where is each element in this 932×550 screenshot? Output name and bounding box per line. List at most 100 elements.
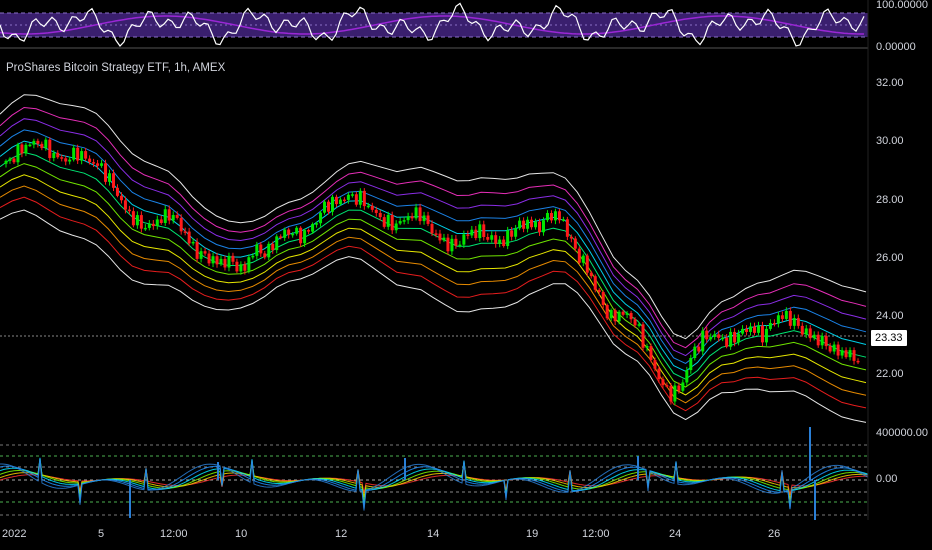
candle-body — [52, 152, 56, 159]
candle-body — [319, 212, 323, 224]
price-axis-label-32: 32.00 — [876, 77, 904, 89]
candle-body — [601, 292, 605, 305]
candle-body — [211, 256, 215, 264]
ribbon-band-7 — [0, 129, 867, 364]
candle-body — [88, 158, 92, 163]
ribbon-band-8 — [0, 118, 867, 357]
candle-body — [207, 253, 211, 264]
candle-body — [111, 173, 115, 188]
candle-body — [518, 220, 522, 229]
candle-body — [585, 255, 589, 273]
candle-body — [796, 318, 800, 326]
candle-body — [311, 224, 315, 232]
candle-body — [609, 310, 613, 319]
candle-body — [581, 255, 585, 263]
candle-body — [267, 243, 271, 258]
candle-body — [374, 209, 378, 213]
candle-body — [832, 344, 836, 352]
candle-body — [119, 195, 123, 201]
candle-body — [772, 323, 776, 325]
candle-body — [4, 160, 8, 164]
candle-body — [780, 315, 784, 319]
candle-body — [792, 318, 796, 326]
candle-body — [494, 235, 498, 244]
candle-body — [378, 212, 382, 218]
candle-body — [506, 230, 510, 247]
candle-body — [20, 144, 24, 154]
candle-body — [573, 238, 577, 249]
candle-body — [442, 237, 446, 241]
candle-body — [661, 379, 665, 386]
price-axis-label-30: 30.00 — [876, 135, 904, 147]
x-axis-label-1200-b: 12:00 — [582, 528, 610, 540]
candle-body — [299, 227, 303, 244]
candle-body — [800, 325, 804, 335]
candle-body — [593, 276, 597, 290]
candle-body — [127, 209, 131, 212]
candle-body — [553, 211, 557, 221]
candle-body — [613, 310, 617, 322]
candle-body — [104, 163, 108, 182]
candle-body — [191, 241, 195, 244]
candle-body — [721, 337, 725, 340]
ribbon-band-9 — [0, 106, 867, 349]
candle-body — [649, 346, 653, 361]
candle-body — [68, 159, 72, 162]
candle-body — [64, 158, 68, 162]
candle-body — [856, 360, 860, 363]
rsi-signal-line — [0, 15, 864, 35]
rsi-axis-label-bottom: 0.00000 — [876, 41, 916, 53]
candle-body — [48, 139, 52, 159]
candle-body — [32, 140, 36, 145]
candle-body — [366, 205, 370, 208]
candle-body — [693, 346, 697, 359]
candle-body — [303, 230, 307, 244]
ribbon-band-0 — [0, 209, 867, 423]
candle-body — [749, 326, 753, 332]
candle-body — [645, 346, 649, 348]
candle-body — [215, 256, 219, 265]
candle-body — [362, 190, 366, 207]
candle-body — [183, 231, 187, 233]
candle-body — [617, 311, 621, 322]
candle-body — [522, 220, 526, 229]
candle-body — [804, 328, 808, 335]
candle-body — [386, 214, 390, 227]
candle-body — [844, 350, 848, 358]
candle-body — [227, 255, 231, 268]
candle-body — [28, 144, 32, 147]
x-axis-label-14: 14 — [427, 528, 440, 540]
ribbon-band-1 — [0, 196, 867, 412]
candle-body — [92, 162, 96, 164]
x-axis-label-26: 26 — [768, 528, 781, 540]
candle-body — [60, 157, 64, 159]
candle-body — [717, 334, 721, 338]
candle-body — [96, 163, 100, 166]
rsi-axis-label-top: 100.00000 — [876, 0, 928, 11]
candle-body — [354, 194, 358, 205]
candle-body — [167, 209, 171, 221]
candle-body — [271, 243, 275, 251]
candle-body — [8, 158, 12, 161]
candle-body — [760, 325, 764, 343]
candle-body — [108, 173, 112, 182]
candle-body — [756, 325, 760, 333]
candle-body — [84, 151, 88, 159]
candle-body — [541, 220, 545, 233]
candle-body — [235, 261, 239, 272]
bottom-axis-label-0: 0.00 — [876, 473, 898, 485]
candle-body — [848, 350, 852, 358]
candle-body — [259, 244, 263, 254]
candle-body — [852, 350, 856, 361]
candle-body — [478, 224, 482, 239]
candle-body — [315, 223, 319, 225]
candle-body — [72, 147, 76, 160]
candle-body — [685, 370, 689, 383]
volume-oscillator-panel — [0, 427, 869, 520]
candle-body — [549, 213, 553, 221]
candle-body — [753, 326, 757, 333]
candle-body — [705, 330, 709, 340]
last-price-tag: 23.33 — [871, 330, 907, 346]
candle-body — [820, 335, 824, 346]
